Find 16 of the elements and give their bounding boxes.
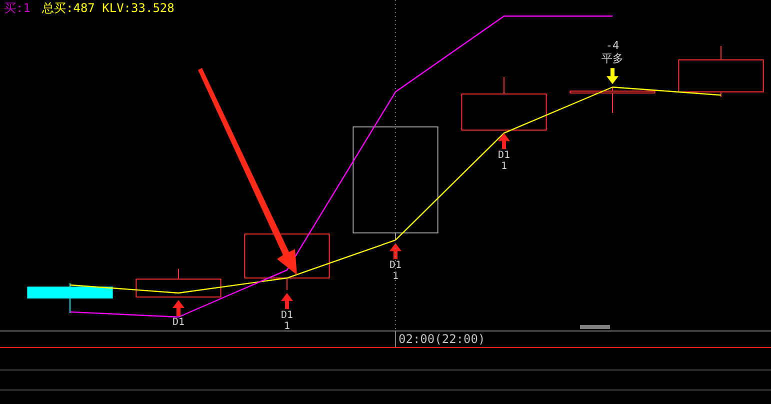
- annotation: D1: [389, 260, 402, 272]
- text: 买:1: [4, 1, 30, 15]
- candlestick: [570, 86, 656, 114]
- annotation: D1: [280, 310, 294, 322]
- annotation: 1: [500, 161, 508, 172]
- candlestick: [678, 46, 764, 98]
- annotation: D1: [498, 150, 510, 162]
- text: D1: [172, 316, 185, 328]
- candlestick: [27, 282, 113, 314]
- candlestick: [461, 76, 547, 131]
- annotation: 平多: [602, 52, 624, 66]
- annotation: -4: [606, 39, 620, 52]
- text: 02:00(22:00): [398, 332, 486, 346]
- text: 1: [284, 321, 290, 332]
- text: 总买:487 KLV:33.528: [41, 1, 174, 15]
- candlestick: [136, 268, 222, 298]
